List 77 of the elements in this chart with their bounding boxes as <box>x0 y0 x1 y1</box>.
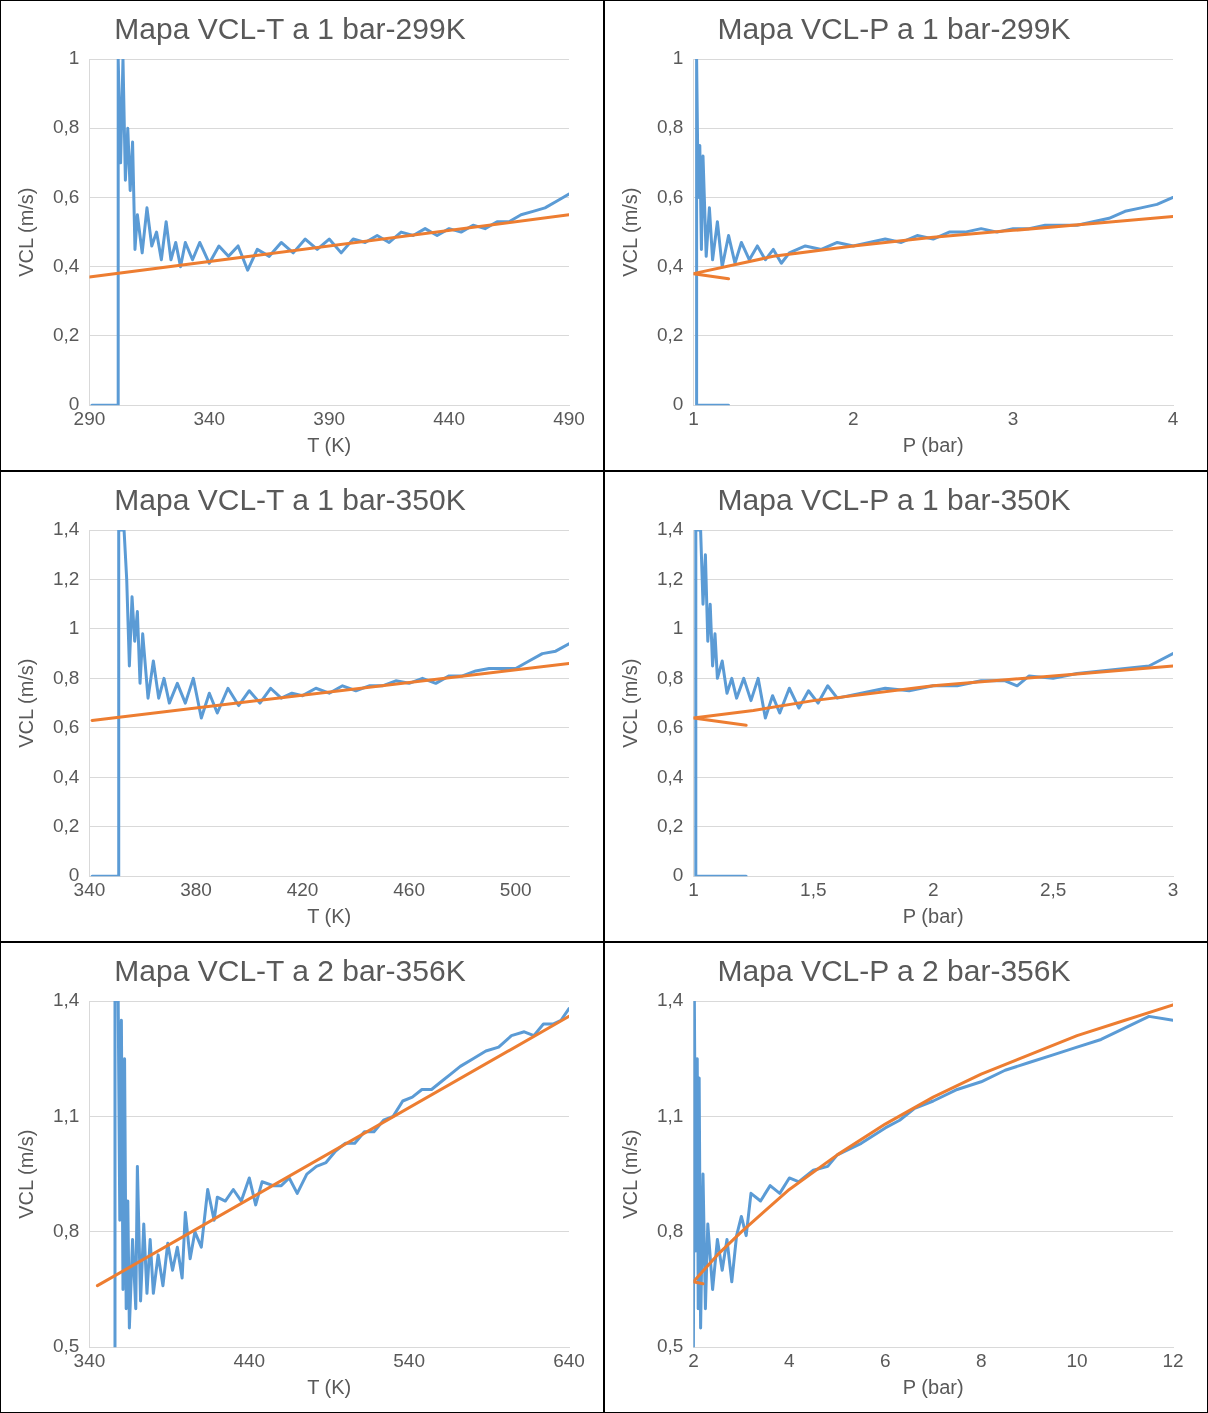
x-tick-label: 640 <box>553 1349 585 1371</box>
y-tick-label: 1,1 <box>656 1104 684 1126</box>
chart-title: Mapa VCL-P a 2 bar-356K <box>717 954 1071 988</box>
x-tick-label: 12 <box>1162 1349 1184 1371</box>
y-tick-label: 0 <box>672 393 684 415</box>
x-axis-title: P (bar) <box>902 904 964 927</box>
x-tick-label: 390 <box>313 407 346 429</box>
y-tick-label: 0,4 <box>656 765 684 787</box>
chart-title: Mapa VCL-T a 1 bar-299K <box>114 12 466 46</box>
x-tick-label: 490 <box>553 407 585 429</box>
y-tick-label: 0,2 <box>52 814 80 836</box>
y-tick-label: 1,4 <box>656 989 684 1011</box>
chart-title: Mapa VCL-T a 1 bar-350K <box>114 483 466 517</box>
y-tick-label: 0,2 <box>52 324 80 346</box>
x-axis-title: P (bar) <box>902 1375 964 1398</box>
y-tick-label: 1,1 <box>52 1104 80 1126</box>
y-tick-label: 1,4 <box>656 518 684 540</box>
y-tick-label: 0,6 <box>52 185 80 207</box>
x-tick-label: 420 <box>286 878 319 900</box>
y-axis-title: VCL (m/s) <box>618 187 641 277</box>
x-axis-title: T (K) <box>307 904 352 927</box>
x-axis-title: P (bar) <box>902 433 964 456</box>
y-tick-label: 0,6 <box>656 185 684 207</box>
chart-title: Mapa VCL-P a 1 bar-350K <box>717 483 1071 517</box>
x-tick-label: 10 <box>1066 1349 1088 1371</box>
y-tick-label: 0,8 <box>656 116 684 138</box>
y-axis-title: VCL (m/s) <box>618 1129 641 1219</box>
x-tick-label: 440 <box>433 407 465 429</box>
y-tick-label: 1 <box>672 617 684 639</box>
x-tick-label: 500 <box>499 878 532 900</box>
x-tick-label: 3 <box>1007 407 1019 429</box>
y-tick-label: 0,4 <box>52 254 80 276</box>
x-tick-label: 3 <box>1167 878 1179 900</box>
x-tick-label: 2 <box>688 1349 699 1371</box>
y-axis-title: VCL (m/s) <box>14 1129 37 1219</box>
y-tick-label: 0,6 <box>52 716 80 738</box>
y-tick-label: 0,6 <box>656 716 684 738</box>
x-tick-label: 2,5 <box>1039 878 1067 900</box>
chart-title: Mapa VCL-P a 1 bar-299K <box>717 12 1071 46</box>
y-tick-label: 0 <box>672 864 684 886</box>
x-tick-label: 540 <box>393 1349 425 1371</box>
y-axis-title: VCL (m/s) <box>618 658 641 748</box>
x-tick-label: 4 <box>784 1349 796 1371</box>
x-tick-label: 8 <box>975 1349 987 1371</box>
y-tick-label: 1,4 <box>52 989 80 1011</box>
x-tick-label: 2 <box>927 878 939 900</box>
y-tick-label: 0,8 <box>656 1220 684 1242</box>
y-axis-title: VCL (m/s) <box>14 658 37 748</box>
x-tick-label: 6 <box>879 1349 891 1371</box>
y-tick-label: 1 <box>68 47 80 69</box>
y-tick-label: 0,8 <box>52 116 80 138</box>
x-tick-label: 340 <box>193 407 226 429</box>
x-tick-label: 440 <box>233 1349 266 1371</box>
x-tick-label: 2 <box>847 407 859 429</box>
y-tick-label: 0,2 <box>656 814 684 836</box>
x-tick-label: 4 <box>1167 407 1179 429</box>
y-tick-label: 0,4 <box>656 254 684 276</box>
y-axis-title: VCL (m/s) <box>14 187 37 277</box>
y-tick-label: 1,2 <box>656 567 684 589</box>
x-tick-label: 380 <box>180 878 212 900</box>
y-tick-label: 0,8 <box>52 666 80 688</box>
y-tick-label: 0,8 <box>52 1220 80 1242</box>
y-tick-label: 0,2 <box>656 324 684 346</box>
y-tick-label: 0,4 <box>52 765 80 787</box>
y-tick-label: 0,5 <box>656 1335 684 1357</box>
x-tick-label: 1 <box>688 878 699 900</box>
y-tick-label: 1,4 <box>52 518 80 540</box>
y-tick-label: 0,8 <box>656 666 684 688</box>
y-tick-label: 1 <box>68 617 80 639</box>
chart-title: Mapa VCL-T a 2 bar-356K <box>114 954 466 988</box>
x-tick-label: 1,5 <box>800 878 827 900</box>
x-axis-title: T (K) <box>307 1375 352 1398</box>
y-tick-label: 1,2 <box>52 567 80 589</box>
x-tick-label: 460 <box>393 878 425 900</box>
x-tick-label: 1 <box>688 407 699 429</box>
y-tick-label: 1 <box>672 47 684 69</box>
x-axis-title: T (K) <box>307 433 352 456</box>
